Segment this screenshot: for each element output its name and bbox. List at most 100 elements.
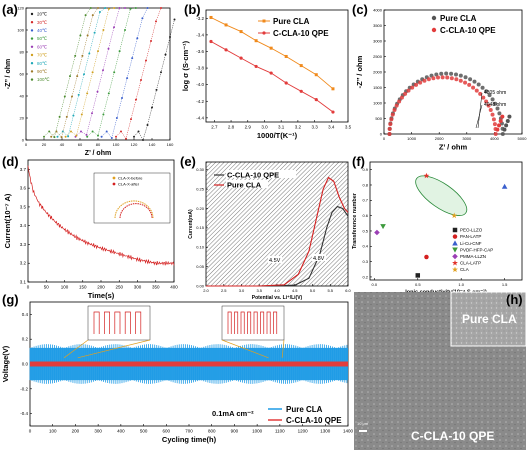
data-point	[505, 118, 510, 123]
data-point	[435, 75, 440, 80]
x-tick-label: 1200	[298, 429, 309, 434]
legend-marker	[30, 53, 34, 57]
data-point	[80, 130, 82, 133]
x-tick-label: 400	[170, 285, 178, 290]
data-point	[484, 99, 489, 104]
data-point	[97, 134, 99, 137]
y-tick-label: 3.5	[20, 204, 27, 209]
x-tick-label: 3.2	[295, 125, 302, 130]
x-tick-label: 1.0	[458, 282, 464, 287]
data-point	[422, 78, 427, 83]
x-tick-label: 140	[149, 142, 156, 147]
data-point	[110, 136, 113, 139]
series-line	[87, 7, 136, 137]
data-point	[100, 135, 103, 138]
data-point	[497, 111, 502, 116]
data-point	[224, 48, 228, 52]
data-point	[104, 7, 107, 9]
y-tick-label: 3.6	[20, 186, 27, 191]
scale-bar-text: 10 μm	[357, 421, 369, 426]
legend-label: PEO-LLZO	[460, 228, 483, 233]
data-point	[497, 123, 502, 128]
y-tick-label: -3.4	[196, 32, 204, 37]
panel-label-g: (g)	[2, 292, 19, 307]
data-point	[254, 39, 258, 43]
x-tick-label: 0	[25, 142, 28, 147]
y-tick-label: 0.7	[362, 198, 368, 203]
data-point	[492, 122, 497, 127]
legend-label: 90℃	[37, 69, 48, 74]
plot-frame	[369, 161, 523, 281]
annotation-arrow	[477, 92, 483, 129]
data-point	[91, 130, 94, 133]
x-tick-label: 600	[163, 429, 171, 434]
y-tick-label: 0.8	[362, 182, 368, 187]
legend-bg	[226, 180, 268, 188]
data-point	[449, 71, 454, 76]
data-point	[439, 71, 444, 76]
scale-bar	[359, 430, 367, 432]
data-point	[107, 47, 110, 50]
legend-marker	[262, 19, 266, 23]
data-point	[91, 14, 94, 17]
data-point	[141, 17, 144, 20]
y-tick-label: 3.1	[20, 280, 27, 285]
inset-legend-marker	[112, 182, 116, 186]
y-tick-label: 0	[22, 137, 25, 142]
inset-frame	[93, 172, 171, 224]
y-tick-label: 0.9	[362, 167, 368, 172]
data-point	[434, 72, 439, 77]
legend-marker	[30, 78, 34, 81]
data-point	[43, 135, 45, 138]
data-point	[133, 135, 135, 138]
x-tick-label: 80	[96, 142, 101, 147]
y-tick-label: -4.0	[196, 82, 204, 87]
data-point	[79, 34, 82, 37]
data-point	[390, 112, 395, 117]
data-point	[481, 95, 486, 100]
data-point	[426, 77, 431, 82]
panel-label-f: (f)	[352, 154, 365, 169]
data-point	[454, 77, 459, 82]
legend-marker	[452, 234, 458, 239]
data-point	[495, 106, 500, 111]
series-line	[206, 176, 349, 287]
x-tick-label: 5.5	[327, 288, 333, 293]
data-point	[135, 98, 137, 101]
data-point	[105, 130, 108, 133]
legend-marker	[452, 227, 458, 233]
x-tick-label: 300	[134, 285, 142, 290]
panel-f: 0.00.51.01.50.20.30.40.50.60.70.80.9Ioni…	[352, 161, 523, 296]
data-point	[299, 64, 303, 68]
y-tick-label: 0.2	[362, 274, 368, 279]
y-tick-label: 0.20	[196, 206, 205, 211]
y-tick-label: 20	[20, 115, 25, 120]
y-tick-label: 3500	[373, 23, 383, 28]
data-point	[476, 82, 481, 87]
panel-e: 2.0 2.5 3.0 3.5 4.0 4.5 5.0 5.5 6.0 0.00 0.05 0.10 0…	[188, 161, 352, 301]
data-point	[58, 115, 61, 118]
data-point	[115, 117, 118, 119]
data-point	[65, 115, 68, 118]
data-point	[478, 91, 483, 96]
data-point	[331, 110, 335, 114]
y-tick-label: 3000	[373, 38, 383, 43]
data-point	[394, 103, 399, 108]
legend-label: 50℃	[37, 36, 48, 41]
legend-label: C-CLA-10 QPE	[286, 416, 342, 425]
x-axis-label: Cycling time(h)	[162, 435, 217, 444]
data-point	[493, 101, 498, 106]
y-tick-label: -4.4	[196, 115, 204, 120]
legend-label: Pure CLA	[273, 17, 310, 26]
x-axis-label: Z’ / ohm	[85, 150, 111, 157]
data-point	[126, 77, 129, 80]
data-point	[480, 85, 485, 90]
data-point	[124, 7, 126, 9]
x-tick-label: 0	[383, 136, 386, 141]
x-tick-label: 160	[167, 142, 174, 147]
data-point	[467, 82, 472, 87]
x-tick-label: 200	[72, 429, 80, 434]
data-point	[440, 75, 445, 80]
y-tick-label: 3.7	[20, 167, 27, 172]
data-point	[269, 46, 273, 50]
